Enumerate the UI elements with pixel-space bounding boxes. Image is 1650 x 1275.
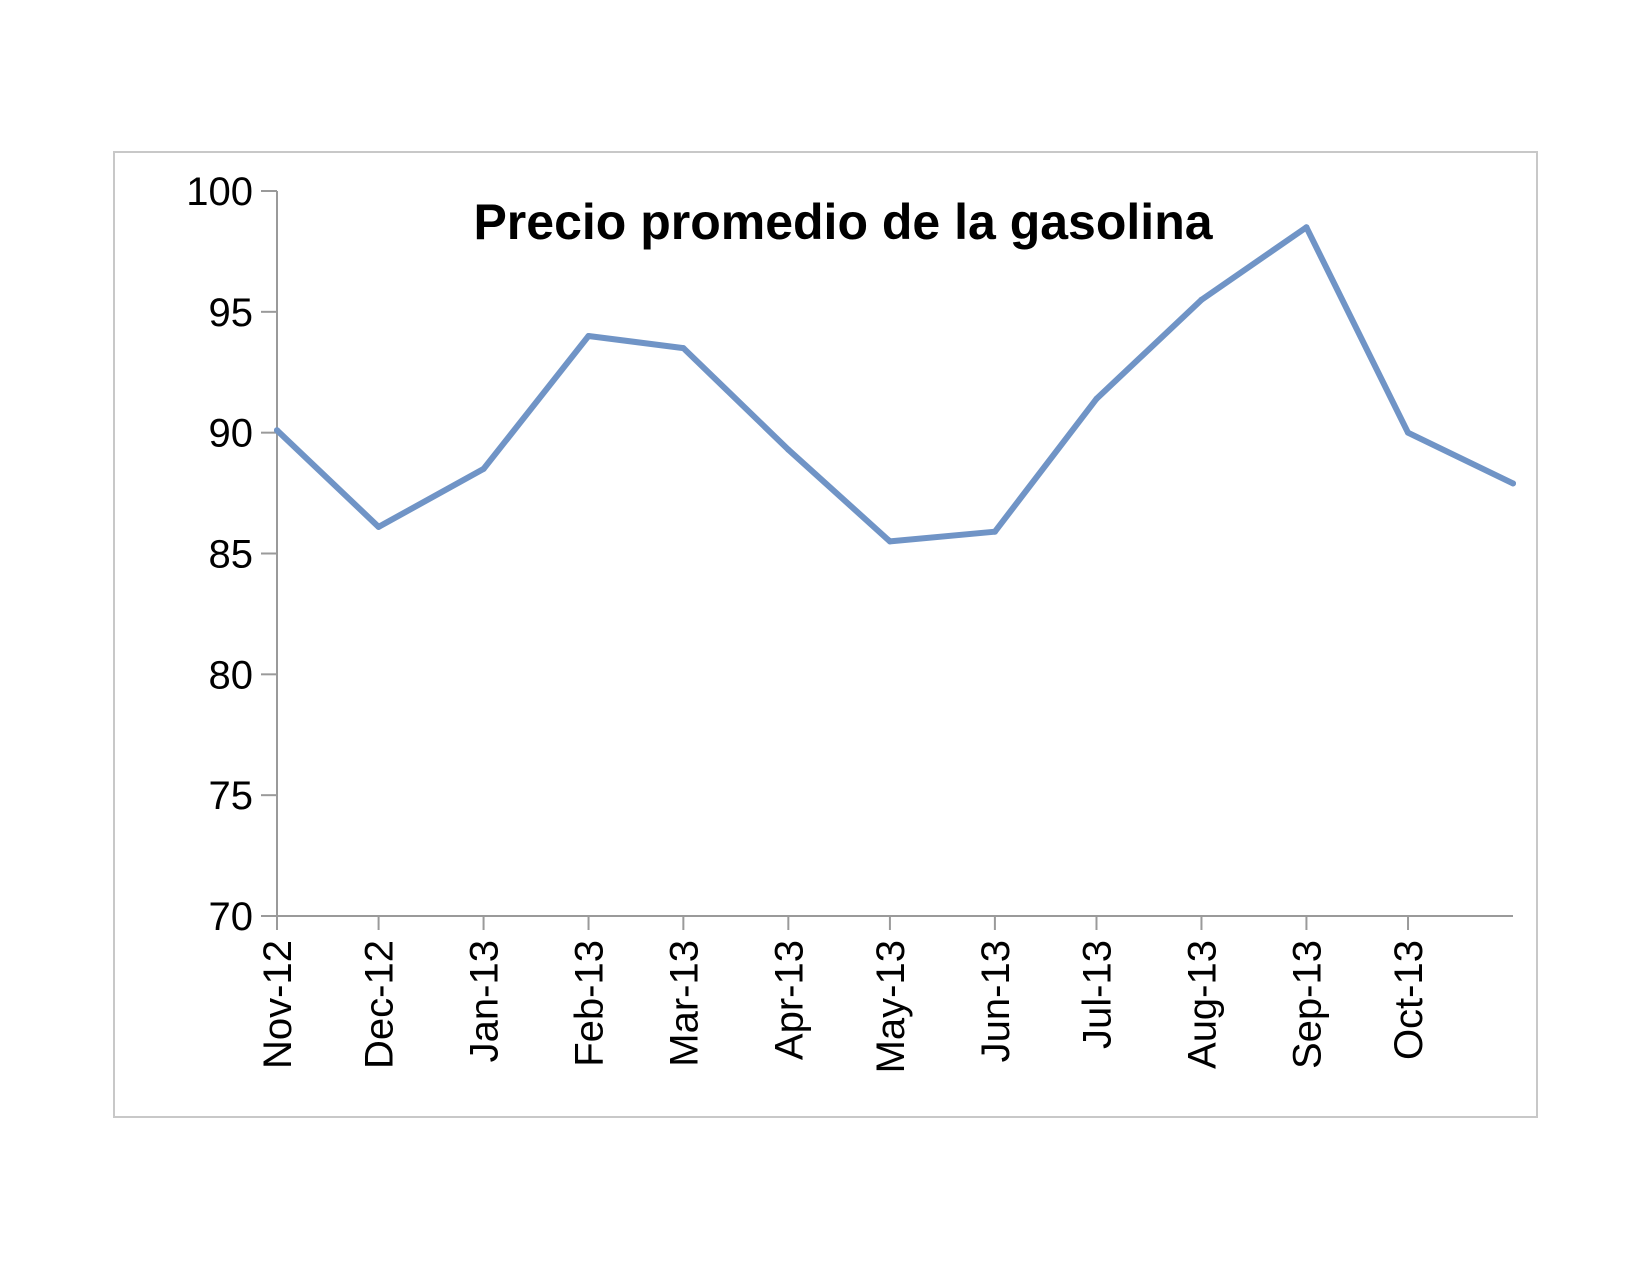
- y-tick-label: 75: [209, 774, 254, 818]
- y-tick-label: 100: [186, 170, 253, 214]
- x-tick-label: May-13: [869, 940, 913, 1073]
- data-point: [1405, 429, 1412, 436]
- data-point: [274, 427, 280, 434]
- x-tick-label: Nov-12: [256, 940, 300, 1069]
- series-line: [274, 224, 1516, 545]
- line-chart: Precio promedio de la gasolina 70 75 80 85 9…: [186, 170, 1516, 1073]
- x-tick-label: Jan-13: [463, 940, 507, 1062]
- chart-frame: Precio promedio de la gasolina 70 75 80 85 9…: [113, 151, 1538, 1118]
- series-layer: [274, 224, 1516, 545]
- y-tick-label: 70: [209, 895, 254, 939]
- x-tick-label: Aug-13: [1180, 940, 1224, 1069]
- axes: 70 75 80 85 90 95 100 Nov-12 Dec-12 Jan-13 Feb-13 M…: [186, 170, 1513, 1073]
- x-tick-label: Apr-13: [767, 940, 811, 1060]
- data-point: [785, 446, 792, 453]
- data-point: [1093, 395, 1100, 402]
- chart-title: Precio promedio de la gasolina: [473, 194, 1213, 250]
- x-tick-label: Feb-13: [568, 940, 612, 1067]
- data-point: [585, 333, 592, 339]
- data-point: [886, 538, 893, 545]
- data-point: [375, 523, 382, 530]
- x-tick-label: Mar-13: [662, 940, 706, 1067]
- data-point: [1303, 224, 1310, 231]
- x-tick-label: Jun-13: [974, 940, 1018, 1062]
- data-point: [1510, 480, 1516, 487]
- data-point: [991, 528, 998, 535]
- data-point: [480, 465, 487, 472]
- x-tick-label: Jul-13: [1075, 940, 1119, 1049]
- y-tick-label: 85: [209, 533, 254, 577]
- x-tick-label: Sep-13: [1285, 940, 1329, 1069]
- data-point: [1198, 296, 1205, 303]
- y-tick-label: 80: [209, 653, 254, 697]
- y-tick-label: 95: [209, 291, 254, 335]
- y-tick-label: 90: [209, 412, 254, 456]
- x-tick-label: Oct-13: [1387, 940, 1431, 1060]
- x-tick-label: Dec-12: [358, 940, 402, 1069]
- data-point: [680, 345, 687, 352]
